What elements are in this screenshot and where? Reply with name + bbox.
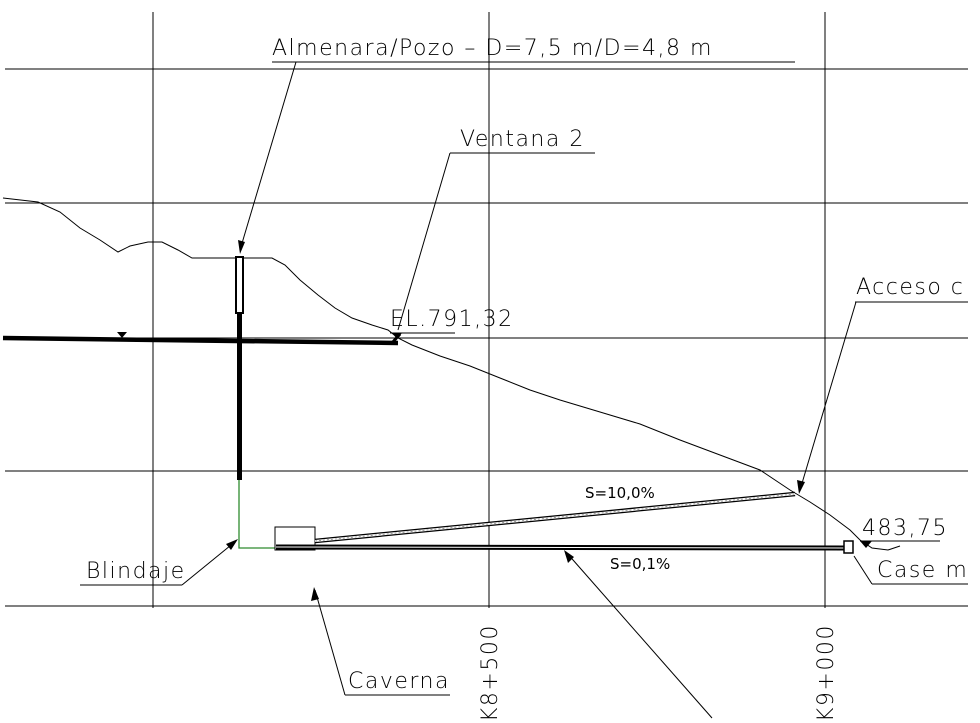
blindaje-arrow [226,539,238,550]
station-8500-label: K8+500 [478,624,503,722]
acceso-leader [799,301,857,491]
acceso-arrow [797,480,805,494]
tunnel-arrow [564,550,574,563]
station-9000-label: K9+000 [814,624,839,722]
elevation-label-2: 483,75 [862,516,948,541]
almenara-leader [239,61,297,251]
tunnel-leader [565,551,713,719]
tailrace-tunnel-inner [275,546,849,549]
water-level-marker [117,332,127,338]
caverna-leader [314,589,346,696]
elevation-label-1: EL.791,32 [390,307,514,332]
slope-acceso-label: S=10,0% [585,484,655,502]
caverna-arrow [311,587,319,601]
blindaje-leader [181,540,237,586]
blindaje-label: Blindaje [86,559,186,584]
slope-tunel-label: S=0,1% [610,555,670,573]
almenara-arrow [238,240,245,254]
caverna-box [274,526,316,551]
caverna-label: Caverna [348,669,450,694]
elevation-marker-2 [860,541,872,548]
casa-label: Case m [877,558,968,583]
elevation-marker-1 [392,333,402,339]
almenara-label: Almenara/Pozo – D=7,5 m/D=4,8 m [272,36,713,61]
headrace-tunnel [2,335,399,346]
acceso-label: Acceso c [856,275,964,300]
ventana-label: Ventana 2 [460,127,585,152]
blindaje-line [238,480,276,549]
casa-leader [853,555,873,585]
casa-maquinas-symbol [843,540,854,554]
ventana-leader [397,152,451,331]
surge-shaft-upper [235,256,244,314]
access-tunnel-center [314,493,796,542]
